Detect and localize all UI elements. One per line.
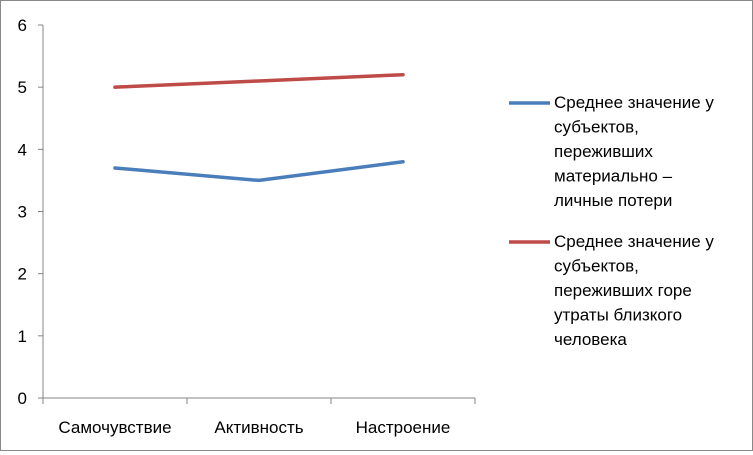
x-tick-label: Настроение (356, 418, 451, 437)
series-lines (113, 72, 405, 183)
x-tick-label: Активность (214, 418, 303, 437)
y-tick-label: 3 (18, 203, 27, 222)
series-2-point (401, 73, 405, 77)
y-tick-label: 2 (18, 265, 27, 284)
series-1-point (113, 166, 117, 170)
y-tick-label: 5 (18, 78, 27, 97)
legend-label-1: материально – (554, 167, 673, 186)
legend-label-2: человека (554, 330, 627, 349)
legend-label-2: Среднее значение у (554, 232, 714, 251)
y-tick-label: 1 (18, 327, 27, 346)
y-axis-ticks: 0 1 2 3 4 5 6 (18, 16, 27, 408)
legend-label-1: личные потери (554, 191, 672, 210)
series-1-point (401, 160, 405, 164)
legend-label-1: переживших (554, 142, 653, 161)
axes (38, 24, 476, 404)
legend: Среднее значение у субъектов, переживших ма… (509, 93, 714, 349)
legend-label-2: переживших горе (554, 281, 692, 300)
x-axis-ticks: Самочувствие Активность Настроение (58, 418, 450, 437)
x-tick-label: Самочувствие (58, 418, 171, 437)
series-1-point (257, 178, 261, 183)
legend-label-2: утраты близкого (554, 306, 682, 325)
legend-label-2: субъектов, (554, 257, 639, 276)
legend-label-1: Среднее значение у (554, 93, 714, 112)
series-line-1 (113, 160, 405, 183)
y-tick-label: 0 (18, 389, 27, 408)
y-tick-label: 4 (18, 140, 27, 159)
series-2-point (113, 85, 117, 89)
legend-label-1: субъектов, (554, 118, 639, 137)
y-tick-label: 6 (18, 16, 27, 35)
series-2-point (257, 79, 261, 83)
